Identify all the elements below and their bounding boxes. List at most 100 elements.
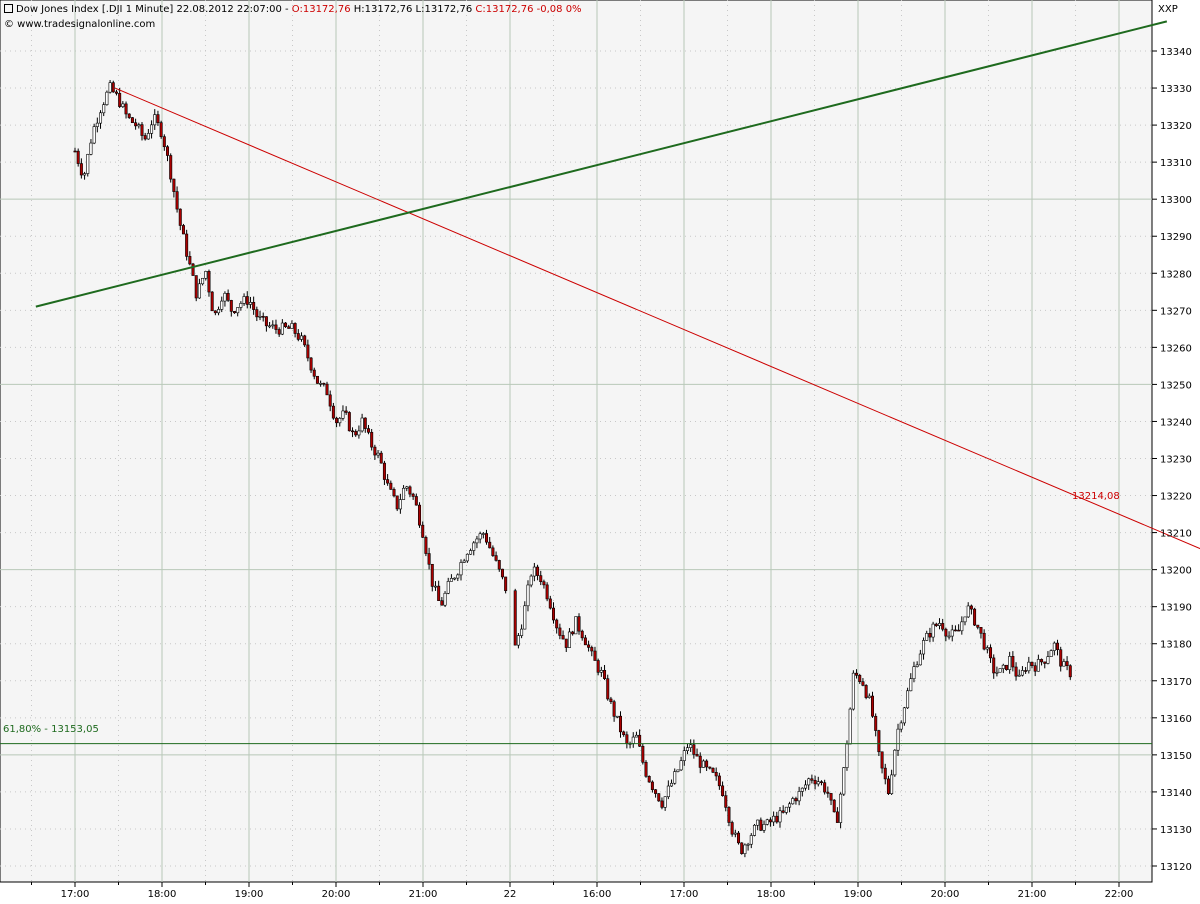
candle-body [979, 627, 983, 634]
trendline-value-label: 13214,08 [1072, 491, 1120, 502]
candle-body [453, 577, 457, 580]
candle-body [928, 633, 932, 638]
candle-body [459, 562, 463, 576]
candle-body [271, 324, 275, 327]
candle-body [721, 785, 725, 797]
candle-body [481, 533, 485, 535]
candle-body [108, 82, 112, 93]
candle-body [931, 623, 935, 638]
candle-body [845, 743, 849, 768]
candle-body [583, 637, 587, 646]
candle-body [405, 486, 409, 489]
candle-body [896, 728, 900, 751]
candle-body [166, 146, 170, 156]
candle-body [985, 647, 989, 650]
candle-body [411, 493, 415, 497]
candle-body [791, 798, 795, 805]
candle-body [443, 592, 447, 606]
minimize-box-icon[interactable] [4, 4, 13, 13]
trendlines [0, 20, 1200, 745]
candle-body [647, 776, 651, 783]
candle-body [194, 275, 198, 299]
candle-body [513, 590, 517, 646]
y-tick-label: 13330 [1160, 84, 1192, 95]
candle-body [870, 695, 874, 717]
candle-body [433, 585, 437, 588]
candle-body [382, 462, 386, 480]
y-tick-label: 13140 [1160, 788, 1192, 799]
candle-body [280, 322, 284, 335]
candle-body [322, 382, 326, 385]
candle-body [555, 619, 559, 629]
candle-body [526, 584, 530, 607]
candle-body [670, 782, 674, 787]
x-tick-label: 20:00 [322, 889, 351, 900]
candle-body [172, 178, 176, 192]
y-tick-label: 13130 [1160, 825, 1192, 836]
candle-body [520, 628, 524, 636]
candle-body [427, 553, 431, 565]
candle-body [102, 104, 106, 114]
candle-body [663, 796, 667, 808]
candle-body [277, 329, 281, 335]
candle-body [912, 666, 916, 680]
y-tick-label: 13250 [1160, 380, 1192, 391]
candle-body [83, 173, 87, 176]
candle-body [676, 769, 680, 772]
green-trendline[interactable] [35, 20, 1168, 308]
candle-body [351, 430, 355, 433]
candle-body [424, 537, 428, 554]
candle-body [504, 576, 508, 592]
candle-body [1043, 661, 1047, 664]
candle-body [341, 410, 345, 419]
red-trendline[interactable] [114, 87, 1200, 551]
y-tick-label: 13230 [1160, 455, 1192, 466]
candle-body [363, 417, 367, 429]
candle-body [1017, 674, 1021, 677]
candle-body [966, 605, 970, 618]
candle-body [146, 133, 150, 140]
candle-body [800, 787, 804, 792]
y-tick-label: 13120 [1160, 862, 1192, 873]
candle-body [207, 271, 211, 293]
candle-body [217, 309, 221, 314]
candle-body [226, 292, 230, 301]
candle-body [124, 103, 128, 115]
close-change-value: C:13172,76 -0,08 0% [475, 4, 582, 15]
candle-body [577, 616, 581, 632]
candle-body [392, 489, 396, 497]
candle-body [654, 789, 658, 794]
candle-body [293, 323, 297, 334]
candle-body [976, 624, 980, 628]
x-tick-label: 17:00 [670, 889, 699, 900]
candle-body [918, 653, 922, 666]
candle-body [717, 775, 721, 787]
candle-body [851, 672, 855, 710]
candle-body [768, 819, 772, 823]
candle-body [816, 781, 820, 785]
candle-body [1027, 661, 1031, 672]
candle-body [638, 734, 642, 747]
candle-body [331, 405, 335, 419]
candle-body [76, 150, 80, 164]
candle-body [1036, 659, 1040, 672]
candle-body [284, 322, 288, 328]
candle-body [210, 291, 214, 312]
candle-body [842, 767, 846, 795]
candle-body [666, 785, 670, 798]
candle-body [708, 766, 712, 769]
candle-body [596, 660, 600, 673]
candle-body [995, 671, 999, 674]
candle-body [130, 117, 134, 124]
candle-body [634, 734, 638, 738]
candle-body [500, 568, 504, 578]
candle-body [379, 452, 383, 464]
y-tick-label: 13210 [1160, 529, 1192, 540]
candle-body [398, 499, 402, 510]
candle-body [599, 669, 603, 673]
candle-body [807, 778, 811, 786]
candle-body [1059, 649, 1063, 667]
candle-body [169, 155, 173, 180]
candle-body [1049, 650, 1053, 657]
